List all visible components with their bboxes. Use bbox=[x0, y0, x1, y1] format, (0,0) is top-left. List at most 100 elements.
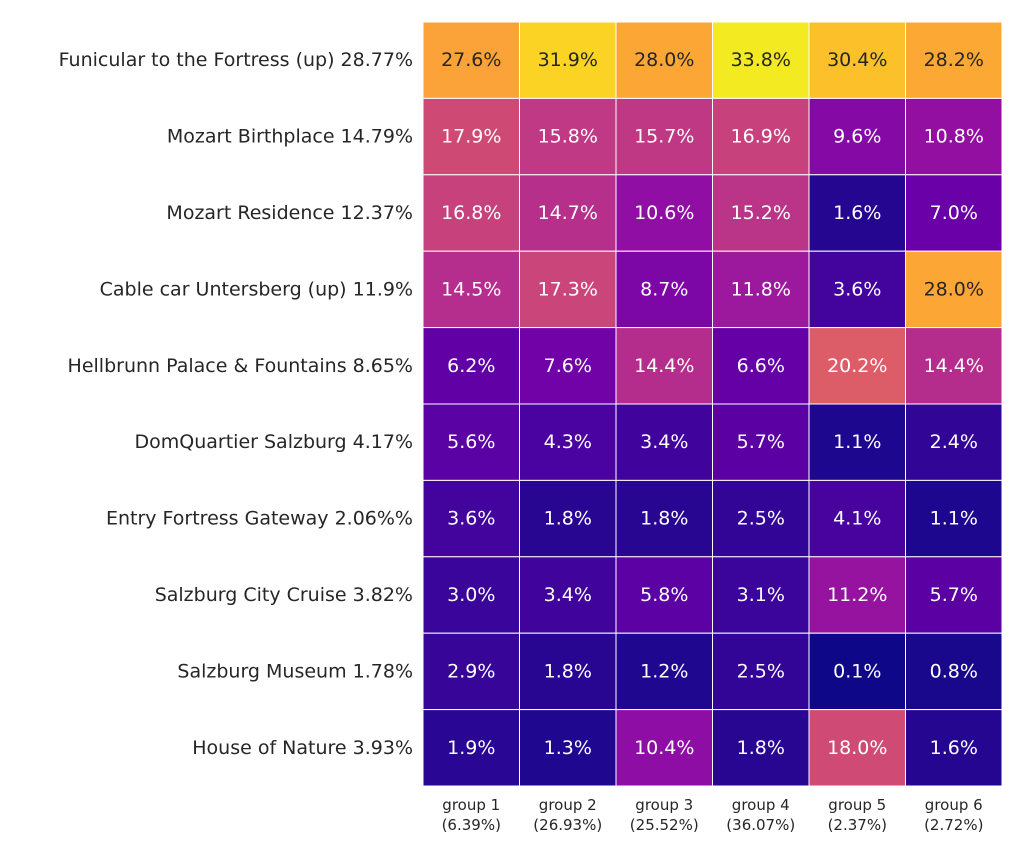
cell-value-label: 1.8% bbox=[544, 660, 592, 682]
cell-value-label: 1.6% bbox=[930, 737, 978, 759]
heatmap-cell bbox=[519, 21, 617, 99]
cell-value-label: 11.8% bbox=[731, 278, 791, 300]
column-labels: group 1 (6.39%) group 2 (26.93%) group 3 (25.… bbox=[442, 796, 984, 834]
column-label-name: group 3 bbox=[635, 796, 693, 814]
row-label: Salzburg City Cruise 3.82% bbox=[155, 584, 413, 606]
heatmap-cell bbox=[712, 21, 810, 99]
cell-value-label: 5.8% bbox=[640, 584, 688, 606]
cell-value-label: 15.7% bbox=[634, 126, 694, 148]
heatmap-cell bbox=[519, 97, 617, 176]
cell-value-label: 3.4% bbox=[544, 584, 592, 606]
cell-value-label: 14.7% bbox=[538, 202, 598, 224]
cell-value-label: 20.2% bbox=[827, 355, 887, 377]
cell-value-label: 6.6% bbox=[737, 355, 785, 377]
cell-value-label: 0.8% bbox=[930, 660, 978, 682]
cell-value-label: 10.6% bbox=[634, 202, 694, 224]
cell-value-label: 18.0% bbox=[827, 737, 887, 759]
column-label-name: group 2 bbox=[539, 796, 597, 814]
cell-value-label: 3.6% bbox=[833, 278, 881, 300]
cell-value-label: 4.1% bbox=[833, 508, 881, 530]
heatmap-cell bbox=[808, 21, 906, 99]
cell-value-label: 30.4% bbox=[827, 49, 887, 71]
cell-value-label: 1.8% bbox=[640, 508, 688, 530]
column-label-name: group 4 bbox=[732, 796, 790, 814]
heatmap-cell bbox=[808, 327, 906, 405]
cell-value-label: 1.8% bbox=[544, 508, 592, 530]
heatmap-cell bbox=[422, 327, 520, 405]
heatmap-cell bbox=[808, 556, 906, 634]
heatmap-cell bbox=[519, 174, 617, 252]
cell-value-label: 7.0% bbox=[930, 202, 978, 224]
heatmap-cell bbox=[519, 250, 617, 329]
cell-value-label: 1.8% bbox=[737, 737, 785, 759]
row-label: Hellbrunn Palace & Fountains 8.65% bbox=[68, 355, 413, 377]
cell-value-label: 15.2% bbox=[731, 202, 791, 224]
heatmap-cell bbox=[905, 403, 1003, 481]
heatmap-cell bbox=[422, 174, 520, 252]
row-label: Salzburg Museum 1.78% bbox=[177, 660, 413, 682]
row-labels: Funicular to the Fortress (up) 28.77% Moz… bbox=[59, 49, 413, 759]
cell-value-label: 3.4% bbox=[640, 431, 688, 453]
heatmap-cell bbox=[905, 709, 1003, 787]
column-label-share: (26.93%) bbox=[533, 816, 602, 834]
heatmap-cell bbox=[422, 250, 520, 329]
cell-value-label: 17.3% bbox=[538, 278, 598, 300]
cell-value-label: 3.6% bbox=[447, 508, 495, 530]
cell-value-label: 1.1% bbox=[930, 508, 978, 530]
cell-value-label: 8.7% bbox=[640, 278, 688, 300]
row-label: Mozart Birthplace 14.79% bbox=[167, 126, 413, 148]
heatmap-cell bbox=[808, 250, 906, 329]
heatmap-cell bbox=[615, 479, 713, 558]
cell-value-label: 5.6% bbox=[447, 431, 495, 453]
cell-value-label: 28.0% bbox=[924, 278, 984, 300]
heatmap-cell bbox=[422, 479, 520, 558]
column-label-share: (6.39%) bbox=[442, 816, 501, 834]
heatmap-cell bbox=[519, 632, 617, 711]
heatmap-cell bbox=[905, 21, 1003, 99]
column-label-share: (36.07%) bbox=[726, 816, 795, 834]
cell-value-label: 1.6% bbox=[833, 202, 881, 224]
cell-value-label: 28.0% bbox=[634, 49, 694, 71]
cell-value-label: 14.4% bbox=[924, 355, 984, 377]
cell-value-label: 2.5% bbox=[737, 660, 785, 682]
column-label-share: (25.52%) bbox=[630, 816, 699, 834]
heatmap-cell bbox=[808, 709, 906, 787]
cell-value-label: 31.9% bbox=[538, 49, 598, 71]
cell-value-label: 3.1% bbox=[737, 584, 785, 606]
cell-value-label: 2.5% bbox=[737, 508, 785, 530]
cell-value-label: 10.4% bbox=[634, 737, 694, 759]
cell-value-label: 16.8% bbox=[441, 202, 501, 224]
cell-value-label: 16.9% bbox=[731, 126, 791, 148]
cell-value-label: 0.1% bbox=[833, 660, 881, 682]
heatmap-cell bbox=[712, 556, 810, 634]
cell-value-label: 3.0% bbox=[447, 584, 495, 606]
cell-value-label: 5.7% bbox=[930, 584, 978, 606]
heatmap-cell bbox=[712, 97, 810, 176]
cell-value-label: 6.2% bbox=[447, 355, 495, 377]
heatmap-cell bbox=[615, 556, 713, 634]
heatmap-cell bbox=[905, 174, 1003, 252]
heatmap-cell bbox=[422, 632, 520, 711]
row-label: House of Nature 3.93% bbox=[192, 737, 413, 759]
heatmap-cell bbox=[905, 632, 1003, 711]
heatmap-cells: 27.6% 31.9% 28.0% 33.8% 30.4% 28.2% 17.9% 15.8%… bbox=[422, 21, 1003, 787]
row-label: Funicular to the Fortress (up) 28.77% bbox=[59, 49, 413, 71]
column-label-name: group 6 bbox=[925, 796, 983, 814]
heatmap-cell bbox=[905, 327, 1003, 405]
cell-value-label: 14.4% bbox=[634, 355, 694, 377]
heatmap-cell bbox=[615, 21, 713, 99]
cell-value-label: 5.7% bbox=[737, 431, 785, 453]
cell-value-label: 1.3% bbox=[544, 737, 592, 759]
heatmap-cell bbox=[615, 327, 713, 405]
cell-value-label: 9.6% bbox=[833, 126, 881, 148]
heatmap-cell bbox=[712, 479, 810, 558]
heatmap-cell bbox=[905, 97, 1003, 176]
heatmap-cell bbox=[615, 709, 713, 787]
heatmap-cell bbox=[905, 556, 1003, 634]
cell-value-label: 14.5% bbox=[441, 278, 501, 300]
row-label: Entry Fortress Gateway 2.06%% bbox=[106, 508, 413, 530]
column-label-name: group 5 bbox=[828, 796, 886, 814]
heatmap-cell bbox=[712, 250, 810, 329]
heatmap-cell bbox=[808, 403, 906, 481]
